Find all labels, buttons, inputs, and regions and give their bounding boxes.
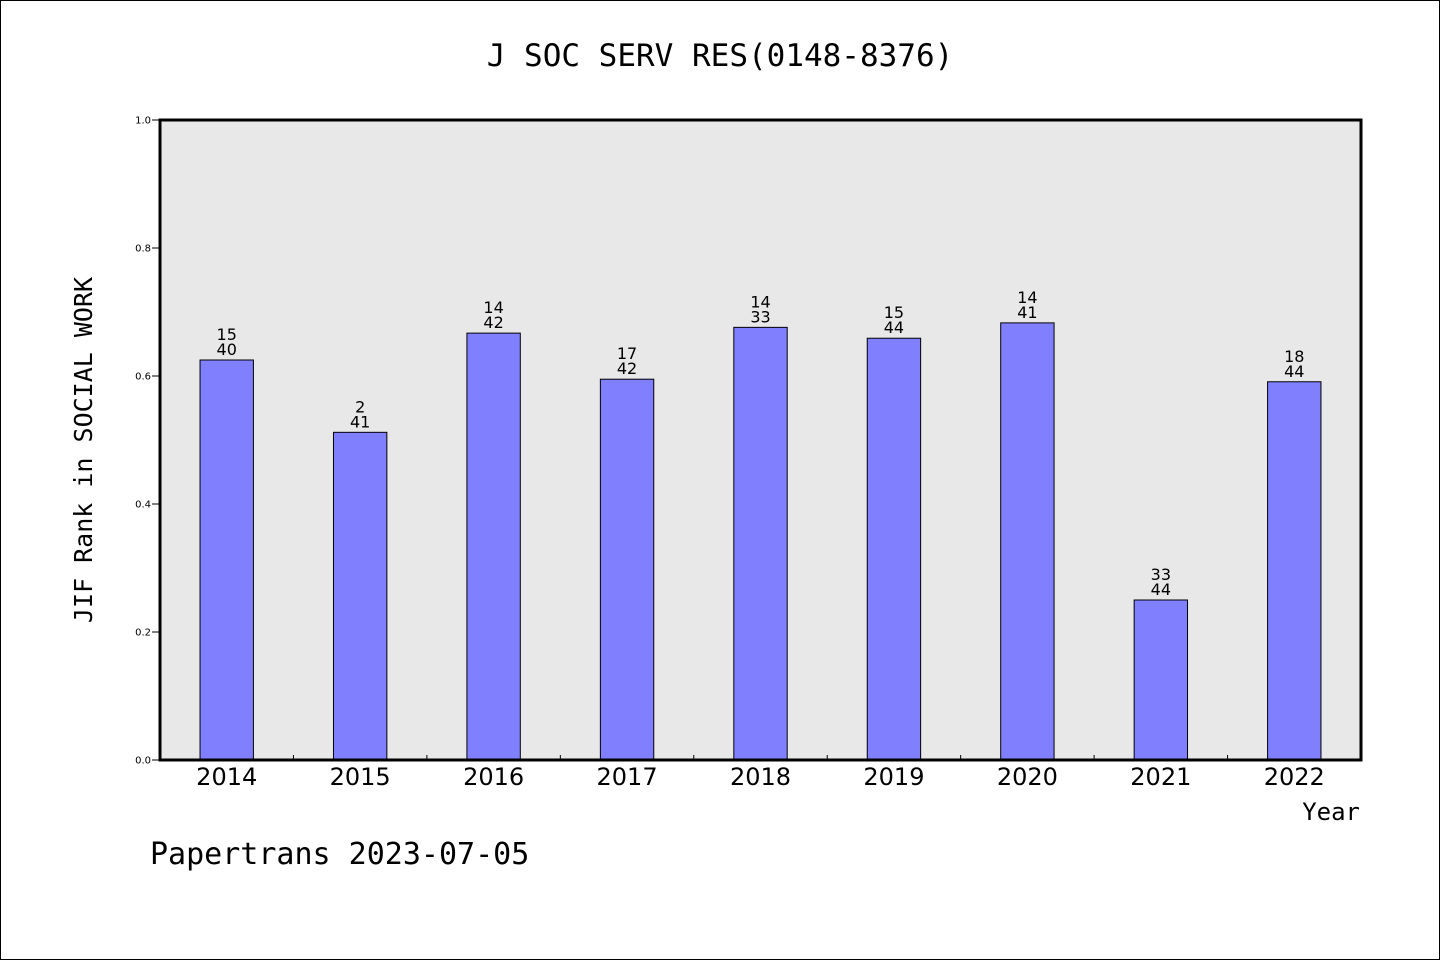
bar-2014: [199, 359, 254, 761]
footer-credit: Papertrans 2023-07-05: [150, 837, 529, 872]
y-tick-label: 0.6: [135, 372, 151, 383]
data-label-total: 40: [217, 340, 237, 359]
x-tick-label: 2019: [863, 763, 924, 791]
data-label-total: 42: [617, 359, 637, 378]
y-tick-label: 0.0: [135, 756, 151, 767]
bar-2017: [599, 378, 655, 761]
data-label-rank: 15: [884, 303, 904, 322]
data-label-total: 44: [1151, 580, 1171, 599]
data-label-rank: 14: [750, 292, 770, 311]
x-tick-label: 2015: [330, 763, 391, 791]
bar-2015: [332, 431, 388, 761]
data-label-total: 44: [884, 318, 904, 337]
y-tick-label: 0.4: [135, 500, 151, 511]
bar-2021: [1133, 599, 1189, 761]
data-label-total: 33: [750, 307, 770, 326]
y-tick-label: 0.2: [135, 628, 151, 639]
x-axis-ticks: 2014 2015 2016 2017 2018 2019 2020 2021 2022: [196, 755, 1325, 791]
data-label-rank: 15: [217, 325, 237, 344]
bar-2022: [1267, 381, 1322, 761]
data-label-rank: 33: [1151, 565, 1171, 584]
x-tick-label: 2016: [463, 763, 524, 791]
plot-border: [158, 118, 1363, 762]
data-label-rank: 2: [355, 397, 365, 416]
data-label-rank: 14: [1017, 288, 1037, 307]
data-label-total: 42: [483, 313, 503, 332]
chart-title: J SOC SERV RES(0148-8376): [487, 38, 954, 74]
data-label-total: 44: [1284, 362, 1304, 381]
x-tick-label: 2021: [1130, 763, 1191, 791]
x-tick-label: 2022: [1264, 763, 1325, 791]
data-label-rank: 18: [1284, 347, 1304, 366]
bar-2016: [466, 332, 521, 761]
x-tick-label: 2020: [997, 763, 1058, 791]
data-label-rank: 14: [483, 298, 503, 317]
y-axis-label: JIF Rank in SOCIAL WORK: [69, 277, 98, 623]
y-tick-label: 1.0: [135, 116, 151, 127]
data-label-total: 41: [350, 412, 370, 431]
x-tick-label: 2014: [196, 763, 257, 791]
data-label-total: 41: [1017, 303, 1037, 322]
bar-2019: [866, 337, 922, 761]
y-tick-label: 0.8: [135, 244, 151, 255]
bar-2018: [733, 326, 788, 761]
x-tick-label: 2018: [730, 763, 791, 791]
y-axis-ticks: 0.0 0.2 0.4 0.6 0.8 1.0: [135, 116, 160, 767]
data-label-rank: 17: [617, 344, 637, 363]
x-tick-label: 2017: [597, 763, 658, 791]
x-axis-label: Year: [1302, 798, 1360, 826]
bar-2020: [1000, 322, 1055, 761]
